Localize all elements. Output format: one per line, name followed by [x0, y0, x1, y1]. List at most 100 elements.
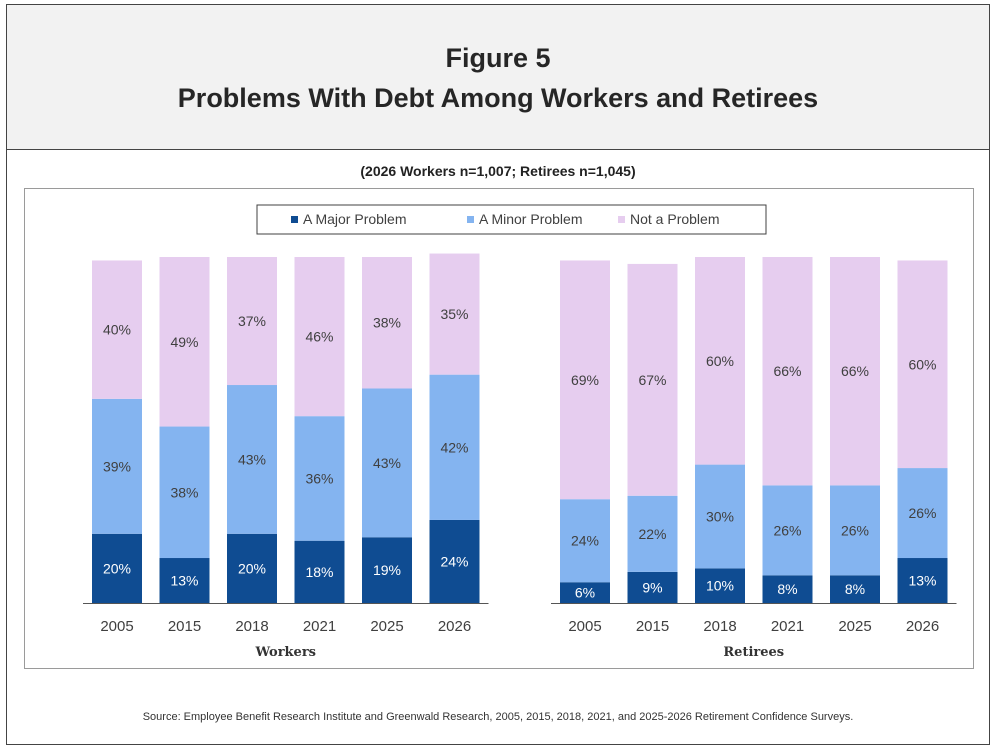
data-label: 60% — [908, 356, 936, 372]
data-label: 6% — [575, 585, 595, 601]
bar-segment — [92, 533, 142, 603]
bar-segment — [294, 540, 345, 603]
x-tick-label: 2025 — [370, 618, 403, 635]
source-note: Source: Employee Benefit Research Instit… — [142, 711, 854, 723]
figure-label: Figure 5 — [445, 43, 551, 73]
data-label: 19% — [373, 562, 401, 578]
chart-area: A Major Problem A Minor Problem Not a Prob… — [24, 188, 974, 669]
bar-segment — [762, 575, 813, 603]
bar-segment — [159, 558, 210, 603]
bar-segment — [92, 398, 142, 534]
bar-segment — [830, 575, 880, 603]
data-label: 43% — [373, 455, 401, 471]
bar-segment — [695, 464, 745, 569]
x-tick-label: 2018 — [235, 618, 268, 635]
data-label: 8% — [777, 581, 797, 597]
group-label: Workers — [254, 645, 316, 660]
data-label: 24% — [440, 553, 468, 569]
bar-segment — [362, 257, 412, 389]
bar-segment — [429, 253, 480, 375]
x-tick-label: 2005 — [100, 618, 133, 635]
data-label: 26% — [773, 522, 801, 538]
data-label: 38% — [170, 484, 198, 500]
data-label: 8% — [845, 581, 865, 597]
legend-label: A Minor Problem — [479, 211, 582, 227]
data-label: 49% — [170, 334, 198, 350]
bar-segment — [897, 468, 948, 559]
x-tick-label: 2018 — [703, 618, 736, 635]
data-label: 30% — [706, 509, 734, 525]
bar-segment — [695, 568, 745, 603]
x-tick-label: 2021 — [771, 618, 804, 635]
legend-label: Not a Problem — [630, 211, 719, 227]
bar-segment — [227, 257, 277, 386]
data-label: 43% — [238, 451, 266, 467]
x-tick-label: 2015 — [168, 618, 201, 635]
data-label: 10% — [706, 578, 734, 594]
group-label: Retirees — [723, 645, 784, 660]
x-tick-label: 2026 — [438, 618, 471, 635]
data-label: 13% — [170, 573, 198, 589]
x-tick-label: 2021 — [303, 618, 336, 635]
bar-segment — [159, 426, 210, 559]
bar-segment — [560, 582, 610, 603]
bar-segment — [897, 260, 948, 469]
bar-segment — [429, 519, 480, 603]
bar-segment — [627, 495, 678, 572]
data-label: 24% — [571, 533, 599, 549]
legend-box — [256, 204, 767, 235]
data-label: 37% — [238, 313, 266, 329]
legend-swatch — [291, 216, 298, 223]
bar-segment — [627, 571, 678, 603]
figure-header: Figure 5 Problems With Debt Among Worker… — [7, 5, 989, 150]
data-label: 35% — [440, 306, 468, 322]
x-tick-label: 2026 — [906, 618, 939, 635]
legend-swatch — [467, 216, 474, 223]
figure-frame: Figure 5 Problems With Debt Among Worker… — [6, 4, 990, 745]
data-label: 38% — [373, 315, 401, 331]
x-tick-label: 2025 — [838, 618, 871, 635]
bar-segment — [560, 260, 610, 500]
data-label: 46% — [305, 329, 333, 345]
data-label: 42% — [440, 439, 468, 455]
stacked-bar-chart: A Major Problem A Minor Problem Not a Prob… — [83, 204, 957, 660]
data-label: 13% — [908, 573, 936, 589]
bar-segment — [294, 257, 345, 417]
data-label: 9% — [642, 579, 662, 595]
chart-subtitle: (2026 Workers n=1,007; Retirees n=1,045) — [360, 163, 636, 179]
bar-segment — [560, 499, 610, 583]
data-label: 20% — [238, 560, 266, 576]
bar-segment — [897, 558, 948, 603]
x-tick-label: 2015 — [636, 618, 669, 635]
data-label: 26% — [908, 505, 936, 521]
data-label: 18% — [305, 564, 333, 580]
data-label: 40% — [103, 322, 131, 338]
bar-segment — [627, 263, 678, 496]
bar-segment — [830, 257, 880, 486]
bar-segment — [362, 537, 412, 603]
x-tick-label: 2005 — [568, 618, 601, 635]
data-label: 22% — [638, 526, 666, 542]
data-label: 66% — [841, 363, 869, 379]
data-label: 67% — [638, 372, 666, 388]
figure-title: Problems With Debt Among Workers and Ret… — [177, 83, 819, 113]
bar-segment — [695, 257, 745, 465]
bar-segment — [830, 485, 880, 576]
data-label: 36% — [305, 470, 333, 486]
bar-segment — [294, 416, 345, 541]
bar-segment — [227, 385, 277, 534]
bar-segment — [429, 374, 480, 520]
legend-swatch — [618, 216, 625, 223]
data-label: 39% — [103, 458, 131, 474]
data-label: 69% — [571, 372, 599, 388]
bar-segment — [227, 533, 277, 603]
data-label: 60% — [706, 353, 734, 369]
data-label: 20% — [103, 560, 131, 576]
data-label: 26% — [841, 522, 869, 538]
bar-segment — [159, 257, 210, 427]
data-label: 66% — [773, 363, 801, 379]
legend-label: A Major Problem — [303, 211, 406, 227]
bar-segment — [762, 257, 813, 486]
bar-segment — [92, 260, 142, 399]
bar-segment — [762, 485, 813, 576]
